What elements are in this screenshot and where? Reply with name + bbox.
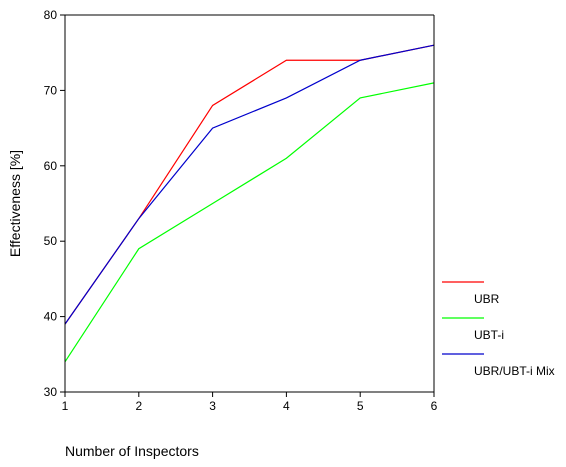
- series-line: [64, 44, 435, 325]
- series-line: [64, 44, 435, 325]
- y-tick-label: 40: [44, 310, 58, 324]
- x-axis-label: Number of Inspectors: [65, 443, 199, 459]
- y-tick-label: 80: [44, 8, 58, 22]
- x-tick-label: 5: [357, 399, 364, 413]
- x-ticks: 1 2 3 4 5 6: [62, 392, 438, 413]
- y-axis-label: Effectiveness [%]: [7, 150, 23, 257]
- x-tick-label: 2: [135, 399, 142, 413]
- legend-label: UBR/UBT-i Mix: [474, 364, 555, 378]
- legend-label: UBT-i: [474, 328, 504, 342]
- legend: UBR UBT-i UBR/UBT-i Mix: [442, 281, 555, 378]
- series-lines: [64, 44, 435, 363]
- y-tick-label: 50: [44, 234, 58, 248]
- y-tick-label: 30: [44, 385, 58, 399]
- y-tick-label: 70: [44, 83, 58, 97]
- legend-label: UBR: [474, 292, 500, 306]
- y-ticks: 30 40 50 60 70 80: [44, 8, 65, 399]
- x-tick-label: 3: [209, 399, 216, 413]
- x-tick-label: 6: [431, 399, 438, 413]
- series-line: [64, 82, 435, 363]
- y-tick-label: 60: [44, 159, 58, 173]
- x-tick-label: 4: [283, 399, 290, 413]
- x-tick-label: 1: [62, 399, 69, 413]
